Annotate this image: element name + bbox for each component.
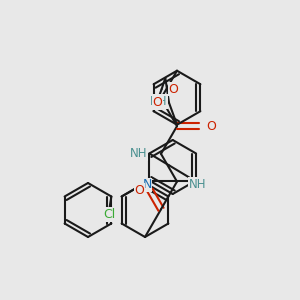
Text: O: O bbox=[134, 184, 144, 197]
Text: NH: NH bbox=[189, 178, 206, 191]
Text: N: N bbox=[142, 178, 152, 191]
Text: O: O bbox=[206, 120, 216, 133]
Text: Cl: Cl bbox=[103, 208, 116, 221]
Text: O: O bbox=[152, 96, 162, 109]
Text: NH: NH bbox=[150, 95, 168, 108]
Text: NH: NH bbox=[130, 147, 147, 161]
Text: O: O bbox=[169, 83, 178, 96]
